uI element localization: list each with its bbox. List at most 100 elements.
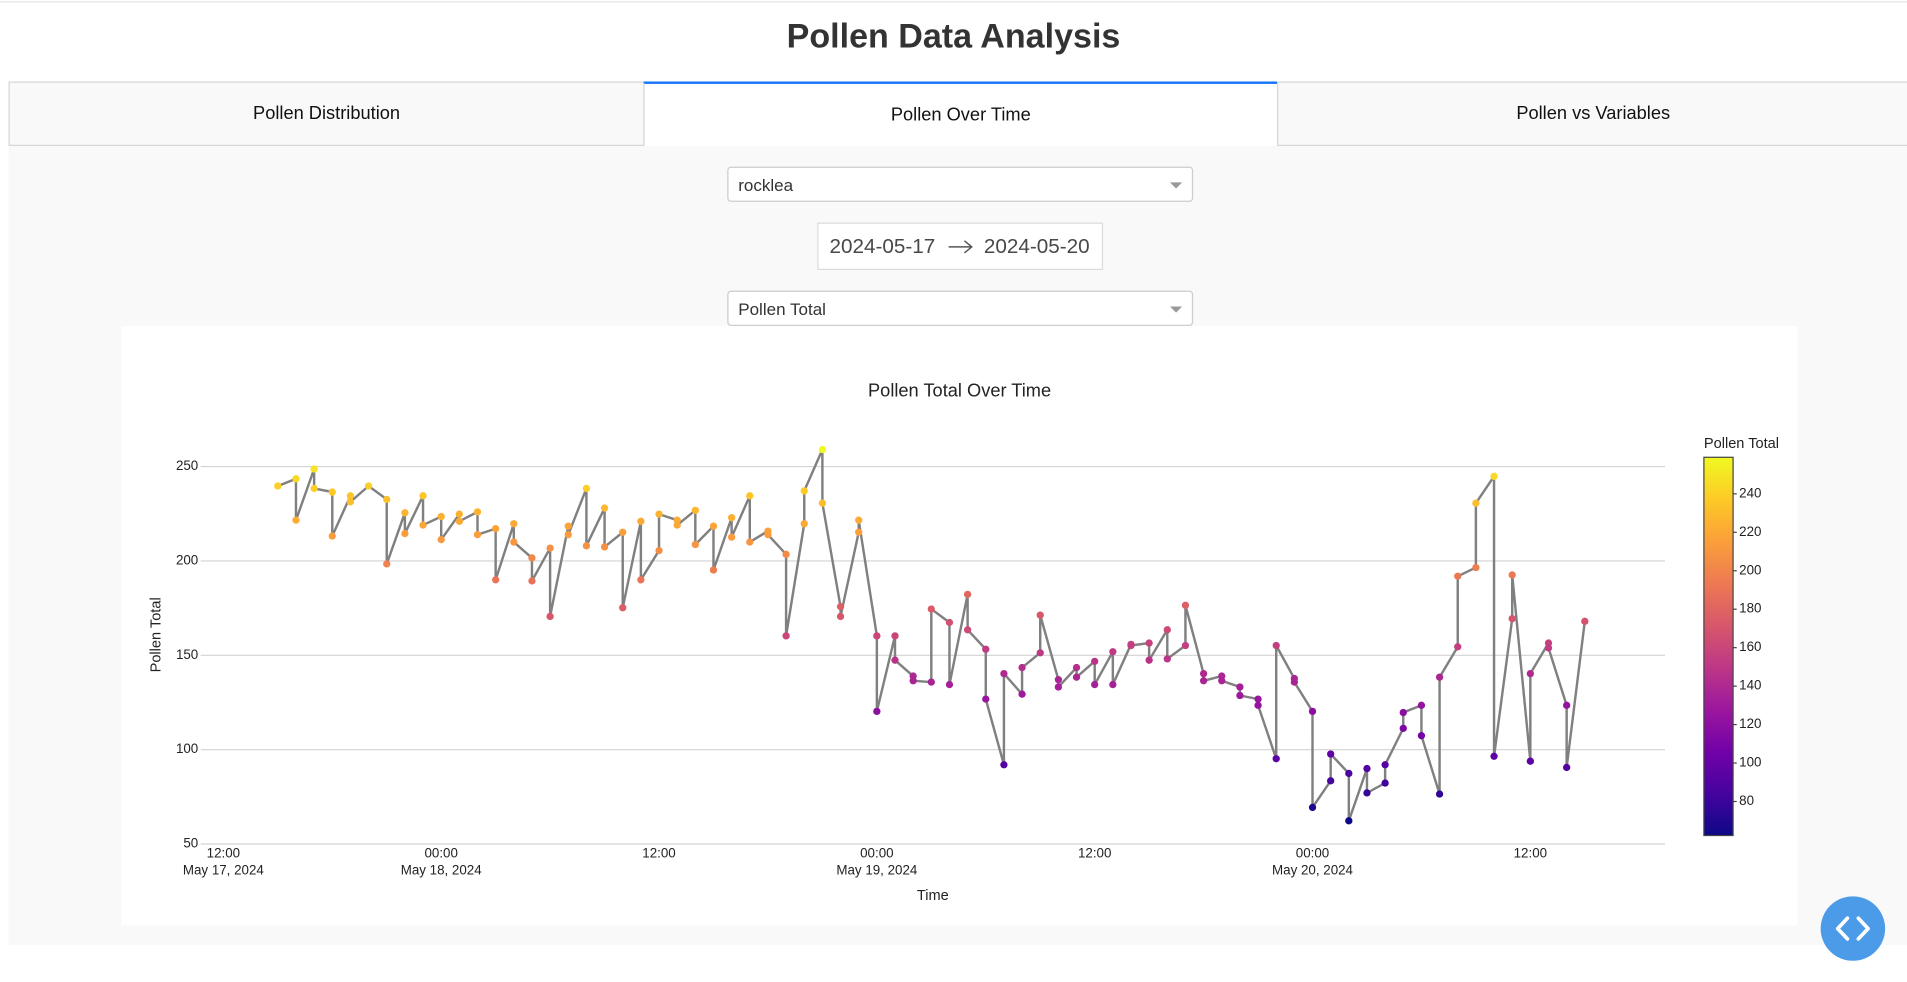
- data-point: [600, 543, 609, 551]
- data-point: [982, 695, 990, 703]
- data-point: [982, 645, 990, 653]
- data-point: [727, 514, 736, 522]
- data-point: [1236, 691, 1244, 700]
- y-tick-label: 250: [176, 458, 198, 473]
- data-point: [1290, 678, 1299, 686]
- data-point: [836, 612, 845, 621]
- arrow-icon: [948, 240, 973, 254]
- data-point: [1018, 663, 1026, 672]
- data-point: [546, 612, 554, 621]
- data-point: [419, 492, 427, 500]
- colorbar-tick-label: 140: [1739, 678, 1761, 693]
- debug-button[interactable]: [1820, 896, 1886, 961]
- variable-dropdown[interactable]: Pollen Total: [727, 290, 1194, 326]
- colorbar-tick-label: 220: [1739, 524, 1761, 539]
- x-tick-label: 12:00: [642, 845, 675, 860]
- date-range-picker[interactable]: 2024-05-17 2024-05-20: [817, 222, 1104, 270]
- data-point: [1163, 655, 1171, 663]
- data-point: [564, 522, 572, 530]
- data-point: [1199, 677, 1208, 685]
- data-point: [1563, 701, 1571, 709]
- data-point: [473, 508, 482, 516]
- data-point: [1109, 648, 1117, 656]
- data-point: [492, 576, 500, 584]
- data-point: [963, 590, 972, 598]
- location-dropdown[interactable]: rocklea: [727, 166, 1194, 202]
- data-point: [1254, 701, 1262, 709]
- data-point: [1054, 683, 1063, 691]
- data-point: [1199, 669, 1208, 678]
- data-point: [818, 499, 827, 507]
- data-point: [1526, 757, 1534, 765]
- colorbar-tick-label: 240: [1739, 485, 1761, 500]
- colorbar-title: Pollen Total: [1704, 436, 1779, 452]
- x-tick-label: 00:00: [1296, 845, 1329, 860]
- data-point: [782, 632, 790, 640]
- data-point: [383, 560, 391, 568]
- data-point: [1091, 657, 1099, 665]
- data-point: [1345, 817, 1353, 825]
- tab[interactable]: Pollen vs Variables: [1277, 81, 1907, 146]
- dropdown-value: Pollen Total: [738, 298, 826, 319]
- data-point: [1563, 763, 1571, 772]
- data-point: [691, 540, 699, 549]
- data-point: [764, 531, 772, 539]
- data-point: [383, 495, 391, 504]
- data-point: [655, 546, 663, 555]
- data-point: [746, 492, 754, 500]
- tab-selected[interactable]: Pollen Over Time: [643, 81, 1279, 146]
- data-point: [1490, 472, 1498, 481]
- data-point: [782, 550, 790, 558]
- colorbar-tick-label: 160: [1739, 639, 1761, 654]
- data-point: [1236, 683, 1244, 691]
- caret: [1169, 306, 1183, 313]
- x-tick-date: May 19, 2024: [836, 862, 918, 877]
- data-point: [510, 520, 518, 528]
- data-point: [1145, 656, 1153, 664]
- data-point: [1544, 644, 1553, 652]
- data-point: [1526, 669, 1534, 678]
- x-tick-label: 00:00: [860, 845, 893, 860]
- x-tick-label: 12:00: [1078, 845, 1111, 860]
- end-date[interactable]: 2024-05-20: [983, 234, 1090, 258]
- data-point: [1218, 677, 1226, 685]
- data-point: [1435, 790, 1444, 798]
- colorbar-tick-label: 80: [1739, 793, 1754, 808]
- colorbar-tick-label: 120: [1739, 716, 1761, 731]
- data-point: [564, 531, 572, 539]
- tab[interactable]: Pollen Distribution: [8, 81, 645, 146]
- start-date[interactable]: 2024-05-17: [829, 234, 936, 258]
- colorbar-tick-label: 200: [1739, 562, 1761, 577]
- data-point: [1399, 724, 1407, 732]
- data-point: [1091, 680, 1099, 689]
- data-point: [492, 525, 500, 533]
- data-point: [328, 532, 336, 540]
- data-point: [401, 529, 409, 538]
- data-point: [1272, 755, 1280, 763]
- data-point: [274, 482, 282, 490]
- data-point: [1472, 563, 1480, 572]
- data-point: [1417, 701, 1426, 709]
- data-point: [1072, 663, 1081, 672]
- data-point: [1472, 499, 1480, 507]
- data-point: [637, 517, 645, 525]
- data-point: [364, 482, 373, 490]
- data-point: [1363, 789, 1371, 797]
- x-tick-date: May 20, 2024: [1272, 862, 1354, 877]
- data-point: [891, 656, 899, 664]
- data-point: [1308, 707, 1317, 716]
- data-point: [836, 602, 845, 611]
- data-point: [1490, 752, 1498, 760]
- data-point: [855, 516, 863, 524]
- data-point: [909, 677, 917, 685]
- data-point: [328, 488, 336, 496]
- data-point: [1272, 641, 1280, 650]
- data-point: [1581, 617, 1589, 625]
- data-point: [510, 538, 518, 546]
- data-point: [709, 522, 718, 530]
- data-point: [310, 465, 318, 473]
- data-point: [1145, 639, 1153, 647]
